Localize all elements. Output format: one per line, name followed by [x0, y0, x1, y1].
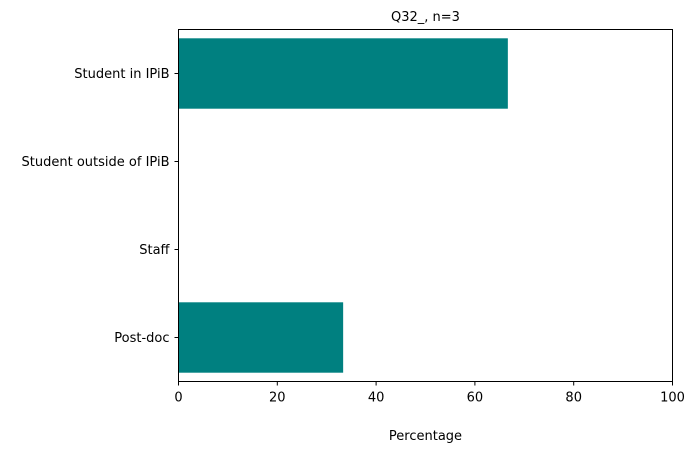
x-tick-label: 40	[368, 391, 385, 406]
bar-3	[178, 302, 344, 373]
y-tick-label: Student outside of IPiB	[22, 155, 170, 170]
y-axis: Student in IPiB Student outside of IPiB St…	[22, 67, 179, 346]
x-tick-label: 20	[269, 391, 286, 406]
x-tick-label: 60	[467, 391, 484, 406]
bars-group	[178, 38, 508, 373]
y-tick-label: Staff	[139, 243, 170, 258]
y-tick-label: Student in IPiB	[74, 67, 169, 82]
x-tick-label: 80	[565, 391, 582, 406]
y-tick-label: Post-doc	[114, 331, 169, 346]
x-tick-label: 0	[174, 391, 182, 406]
plot-frame	[178, 29, 673, 382]
x-tick-label: 100	[660, 391, 685, 406]
x-axis: 0 20 40 60 80 100	[174, 381, 685, 406]
bar-0	[178, 38, 508, 109]
chart-title: Q32_, n=3	[391, 10, 460, 25]
x-axis-label: Percentage	[389, 429, 462, 444]
